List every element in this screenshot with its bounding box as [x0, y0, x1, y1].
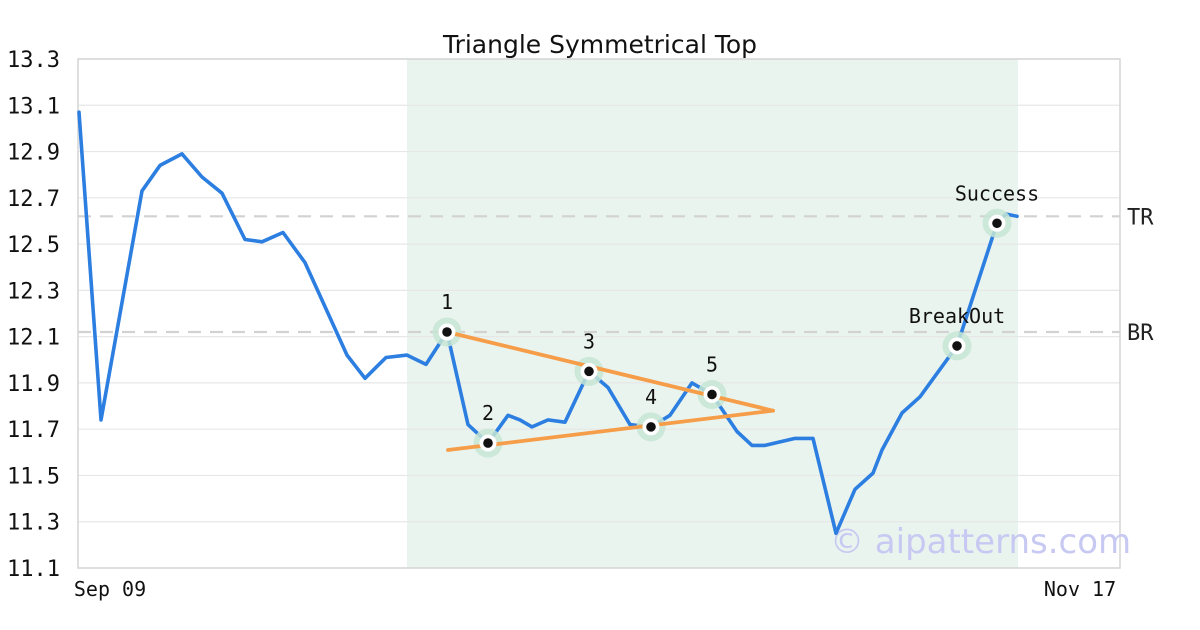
pattern-point-label: 2	[482, 401, 494, 425]
pattern-shaded-region	[407, 59, 1018, 568]
breakout-annotation-label: BreakOut	[909, 304, 1005, 328]
trendline-lower	[446, 408, 775, 452]
pattern-point-dot	[952, 341, 962, 351]
br-level-label: BR	[1127, 321, 1154, 346]
y-tick-label: 11.7	[7, 418, 60, 443]
y-tick-label: 13.3	[7, 48, 60, 73]
tr-level-label: TR	[1127, 205, 1154, 230]
pattern-point-label: 5	[706, 352, 718, 376]
y-tick-label: 12.1	[7, 326, 60, 351]
y-tick-label: 11.5	[7, 464, 60, 489]
y-tick-label: 12.7	[7, 187, 60, 212]
y-tick-label: 12.9	[7, 141, 60, 166]
pattern-point-dot	[707, 389, 717, 400]
y-tick-label: 13.1	[7, 94, 60, 119]
y-tick-label: 12.5	[7, 233, 60, 258]
pattern-point-dot	[992, 218, 1002, 229]
chart-title: Triangle Symmetrical Top	[442, 30, 758, 59]
y-tick-label: 11.9	[7, 372, 60, 397]
pattern-point-label: 1	[441, 290, 453, 314]
success-annotation-label: Success	[955, 181, 1039, 205]
pattern-point-dot	[442, 327, 452, 337]
pattern-point-dot	[646, 422, 656, 432]
pattern-point-label: 4	[645, 385, 657, 409]
pattern-point-dot	[584, 366, 594, 377]
pattern-point-label: 3	[583, 329, 595, 353]
x-tick-label-end: Nov 17	[1044, 577, 1116, 601]
y-tick-label: 12.3	[7, 279, 60, 304]
y-tick-label: 11.3	[7, 511, 60, 536]
watermark: © aipatterns.com	[830, 522, 1131, 562]
plot-frame	[77, 58, 1121, 569]
y-tick-label: 11.1	[7, 557, 60, 582]
pattern-point-dot	[483, 438, 493, 448]
x-tick-label-start: Sep 09	[74, 577, 146, 601]
price-line	[77, 110, 1019, 536]
